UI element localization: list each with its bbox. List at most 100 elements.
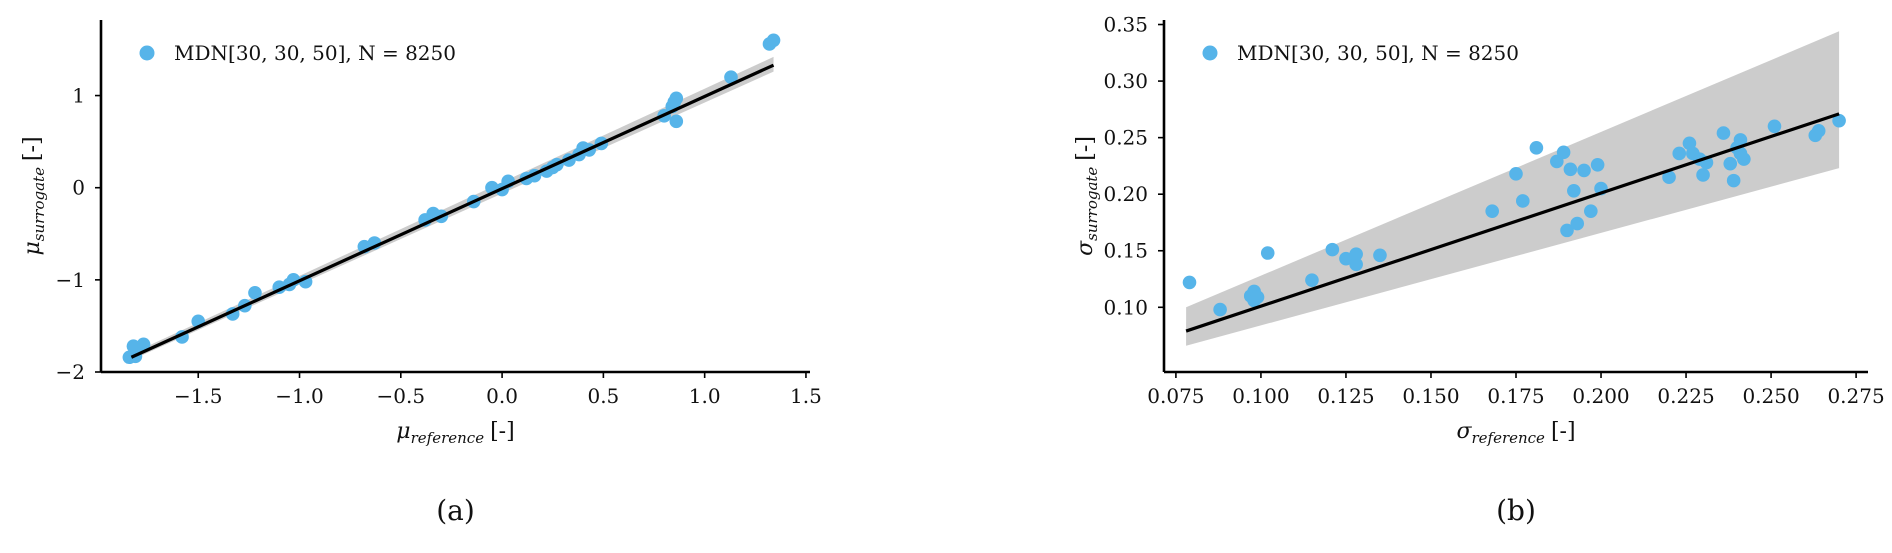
data-point: [1716, 126, 1731, 140]
data-point: [1250, 290, 1265, 304]
data-point: [1556, 145, 1571, 160]
y-tick-label: 0: [72, 176, 85, 200]
legend: MDN[30, 30, 50], N = 8250: [1202, 41, 1519, 65]
y-axis-symbol: μ: [20, 241, 45, 255]
data-point: [1349, 257, 1363, 272]
data-point: [1672, 146, 1687, 161]
data-point: [1485, 204, 1499, 218]
x-tick-label: 0.150: [1402, 384, 1459, 408]
x-axis-subscript: reference: [1471, 429, 1545, 447]
x-tick-label: 0.0: [486, 384, 518, 408]
x-tick-label: 0.5: [587, 384, 619, 408]
data-point: [1182, 275, 1197, 290]
panel-a-chart: −1.5 −1.0 −0.5 0.0 0.5 1.0 1.5 −2 −1 0 1 MDN[30, …: [20, 20, 822, 527]
data-point: [1570, 216, 1585, 231]
y-axis-label: μsurrogate [-]: [20, 136, 48, 255]
y-tick-label: 0.30: [1103, 69, 1148, 93]
confidence-band-area: [1186, 31, 1840, 346]
y-tick-label: −2: [56, 360, 85, 384]
panel-label: (a): [436, 494, 475, 527]
data-point: [724, 70, 738, 84]
data-point: [1560, 223, 1574, 238]
x-tick-label: −0.5: [377, 384, 426, 408]
data-point: [1509, 167, 1523, 181]
data-point: [669, 91, 684, 106]
data-point: [248, 285, 262, 300]
data-point: [1567, 183, 1581, 198]
data-point: [669, 114, 684, 129]
data-point: [1590, 157, 1605, 172]
y-axis-unit: [-]: [20, 136, 45, 161]
y-tick-label: 0.15: [1103, 239, 1148, 263]
data-point: [1325, 242, 1340, 257]
y-axis-subscript: surrogate: [30, 167, 48, 241]
axes: [99, 20, 810, 374]
circle-marker-icon: [139, 45, 155, 61]
x-tick-label: 1.0: [689, 384, 721, 408]
data-point: [1584, 204, 1598, 218]
x-axis-label: σreference [-]: [1456, 419, 1575, 447]
legend-label: MDN[30, 30, 50], N = 8250: [1237, 41, 1519, 65]
data-point: [1733, 133, 1748, 147]
data-point: [1305, 273, 1319, 287]
data-point: [1563, 162, 1578, 177]
x-tick-label: 0.100: [1232, 384, 1289, 408]
y-ticks: 0.10 0.15 0.20 0.25 0.30 0.35: [1103, 13, 1164, 319]
x-tick-label: 0.175: [1487, 384, 1544, 408]
x-tick-label: 0.125: [1317, 384, 1374, 408]
y-axis-subscript: surrogate: [1083, 167, 1101, 241]
data-point: [1260, 246, 1275, 260]
x-tick-label: 0.075: [1147, 384, 1204, 408]
data-point: [1811, 124, 1826, 138]
data-point: [1373, 248, 1387, 263]
fit-line: [130, 63, 775, 359]
x-axis-symbol: μ: [396, 419, 410, 444]
data-point: [1577, 163, 1591, 178]
y-tick-label: 0.25: [1103, 126, 1148, 150]
panel-label: (b): [1496, 494, 1536, 527]
x-axis-label: μreference [-]: [396, 419, 514, 447]
x-tick-label: −1.0: [275, 384, 324, 408]
circle-marker-icon: [1202, 45, 1218, 61]
x-tick-label: 0.275: [1827, 384, 1884, 408]
data-point: [1339, 251, 1353, 266]
legend-label: MDN[30, 30, 50], N = 8250: [174, 41, 456, 65]
data-point: [1696, 168, 1710, 182]
data-points: [1182, 113, 1846, 317]
x-tick-label: 0.225: [1657, 384, 1714, 408]
x-axis-unit: [-]: [490, 419, 515, 444]
data-point: [1737, 152, 1751, 166]
panel-b-chart: 0.075 0.100 0.125 0.150 0.175 0.200 0.225 0.250…: [1073, 13, 1885, 527]
data-point: [1529, 141, 1544, 155]
data-point: [1832, 113, 1846, 128]
y-axis-unit: [-]: [1073, 136, 1098, 161]
data-point: [766, 33, 781, 48]
y-tick-label: −1: [56, 268, 85, 292]
fit-line: [1185, 112, 1840, 333]
data-point: [1723, 156, 1738, 171]
confidence-band: [1186, 31, 1840, 346]
y-axis-label: σsurrogate [-]: [1073, 136, 1101, 256]
y-axis-symbol: σ: [1073, 240, 1098, 256]
x-tick-label: −1.5: [174, 384, 223, 408]
data-point: [1726, 173, 1741, 188]
x-tick-label: 0.250: [1742, 384, 1799, 408]
x-axis-unit: [-]: [1551, 419, 1576, 444]
data-point: [1767, 119, 1782, 134]
legend: MDN[30, 30, 50], N = 8250: [139, 41, 456, 65]
data-point: [136, 337, 151, 352]
data-point: [1349, 247, 1363, 261]
x-axis-subscript: reference: [411, 429, 485, 447]
data-point: [1516, 194, 1530, 208]
data-point: [1213, 302, 1227, 317]
x-tick-label: 1.5: [790, 384, 822, 408]
y-tick-label: 0.35: [1103, 13, 1148, 37]
x-axis-symbol: σ: [1456, 419, 1472, 444]
y-tick-label: 1: [72, 84, 85, 108]
data-point: [1662, 170, 1676, 185]
y-ticks: −2 −1 0 1: [56, 84, 101, 384]
y-tick-label: 0.20: [1103, 182, 1148, 206]
x-tick-label: 0.200: [1572, 384, 1629, 408]
x-ticks: 0.075 0.100 0.125 0.150 0.175 0.200 0.225 0.250…: [1147, 372, 1885, 408]
